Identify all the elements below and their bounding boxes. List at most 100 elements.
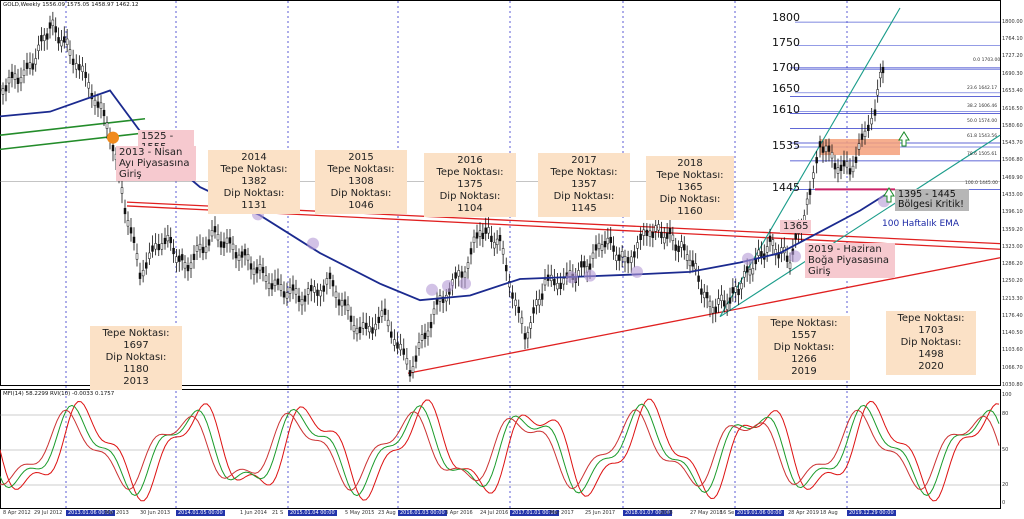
candle-body xyxy=(863,130,867,138)
candle-body xyxy=(694,263,697,270)
ema-touch-circle xyxy=(426,283,438,296)
candle-body xyxy=(870,118,873,125)
candle-body xyxy=(432,308,436,315)
candle-body xyxy=(529,322,532,329)
level-1610: 1610 xyxy=(772,103,800,116)
time-tick: 23 Aug xyxy=(378,510,396,516)
candle-body xyxy=(615,254,618,261)
candle-body xyxy=(172,247,175,255)
candle-body xyxy=(10,71,14,78)
candle-body xyxy=(105,122,109,129)
chart-header: GOLD,Weekly 1556.09 1575.05 1458.97 1462… xyxy=(3,2,139,8)
candle-body xyxy=(612,245,615,252)
ema-touch-circle xyxy=(789,250,801,263)
candle-body xyxy=(757,249,760,256)
candle-body xyxy=(31,63,35,70)
candle-body xyxy=(207,239,211,246)
candle-body xyxy=(45,33,49,40)
candle-body xyxy=(183,262,187,269)
candle-body xyxy=(25,62,29,69)
time-tick: 25 Jun 2017 xyxy=(585,510,616,516)
candle-body xyxy=(495,238,499,245)
candle-body xyxy=(123,207,127,215)
candle-body xyxy=(252,268,256,275)
candle-body xyxy=(255,267,259,274)
candle-body xyxy=(538,299,541,306)
price-tick: 1396.10 xyxy=(1002,209,1023,216)
time-tick: 16 Se xyxy=(720,510,735,516)
candle-body xyxy=(180,254,184,261)
candle-body xyxy=(399,343,402,351)
level-1445: 1445 xyxy=(772,181,800,194)
candle-body xyxy=(402,348,405,355)
candle-body xyxy=(231,243,235,250)
time-tick: 2019.12.29 00:00 xyxy=(847,510,896,516)
annotation-2016-line-2: Tepe Noktası: 1375 xyxy=(436,167,504,190)
candle-body xyxy=(346,304,350,311)
candle-body xyxy=(639,233,642,240)
annotation-2019-line-2: Dip Noktası: 1266 xyxy=(773,342,835,365)
critical-zone-line-1: 1395 - 1445 xyxy=(898,189,956,200)
candle-body xyxy=(703,291,706,299)
candle-body xyxy=(751,268,755,275)
rvi-signal-line xyxy=(0,409,1000,491)
candle-body xyxy=(7,77,11,84)
candle-body xyxy=(386,319,390,327)
candle-body xyxy=(331,280,335,287)
ema-label: 100 Haftalık EMA xyxy=(882,219,960,229)
candle-body xyxy=(319,290,322,297)
price-tick: 1653.40 xyxy=(1002,88,1023,95)
time-tick: 2014.01.05 00:00 xyxy=(176,510,225,516)
candle-body xyxy=(222,241,226,248)
candle-body xyxy=(408,370,412,377)
candle-body xyxy=(84,71,87,79)
candle-body xyxy=(93,99,97,107)
rvi-line xyxy=(0,403,1000,497)
price-tick: 1140.50 xyxy=(1002,329,1023,336)
annotation-2018-line-1: 2018 xyxy=(677,158,703,169)
candle-body xyxy=(618,254,621,261)
time-tick: Mar 2017 xyxy=(550,510,574,516)
ema-touch-circle xyxy=(584,269,596,282)
candle-body xyxy=(663,237,666,244)
candle-body xyxy=(788,262,792,269)
candle-body xyxy=(535,299,538,306)
candle-body xyxy=(126,220,130,227)
candle-body xyxy=(683,244,686,251)
candle-body xyxy=(654,225,657,232)
candle-body xyxy=(352,325,356,332)
candle-body xyxy=(313,286,316,293)
candle-body xyxy=(867,124,870,131)
candle-body xyxy=(562,278,565,285)
candle-body xyxy=(337,299,341,306)
price-tick: 1286.20 xyxy=(1002,261,1023,268)
annotation-2017: 2017 Tepe Noktası: 1357 Dip Noktası: 114… xyxy=(538,153,630,217)
candle-body xyxy=(532,307,535,314)
candle-body xyxy=(28,62,32,69)
annotation-2016: 2016 Tepe Noktası: 1375 Dip Noktası: 110… xyxy=(424,153,516,217)
annotation-2014-line-1: 2014 xyxy=(241,152,267,163)
candle-body xyxy=(267,282,271,290)
candle-body xyxy=(457,270,460,277)
ema-touch-circle xyxy=(307,237,319,250)
annotation-2016-line-1: 2016 xyxy=(457,155,483,166)
candle-body xyxy=(543,279,547,286)
time-tick: 1 Jun 2014 xyxy=(240,510,267,516)
candle-body xyxy=(87,82,90,89)
candle-body xyxy=(349,315,353,322)
candle-body xyxy=(48,22,52,29)
price-tick: 1433.00 xyxy=(1002,192,1023,199)
candle-body xyxy=(748,269,752,276)
fib-100: 100.0 1445.00 xyxy=(965,181,998,186)
candle-body xyxy=(740,283,743,290)
level-1800: 1800 xyxy=(772,11,800,24)
candle-body xyxy=(836,167,840,174)
candle-body xyxy=(824,145,828,152)
candle-body xyxy=(420,334,424,341)
candle-body xyxy=(723,300,726,307)
candle-body xyxy=(815,157,818,164)
mfi-line xyxy=(0,398,1000,502)
candle-body xyxy=(626,257,630,264)
candle-body xyxy=(297,295,301,302)
indicator-header: MFI(14) 58.2299 RVI(10) -0.0033 0.1757 xyxy=(3,391,115,397)
